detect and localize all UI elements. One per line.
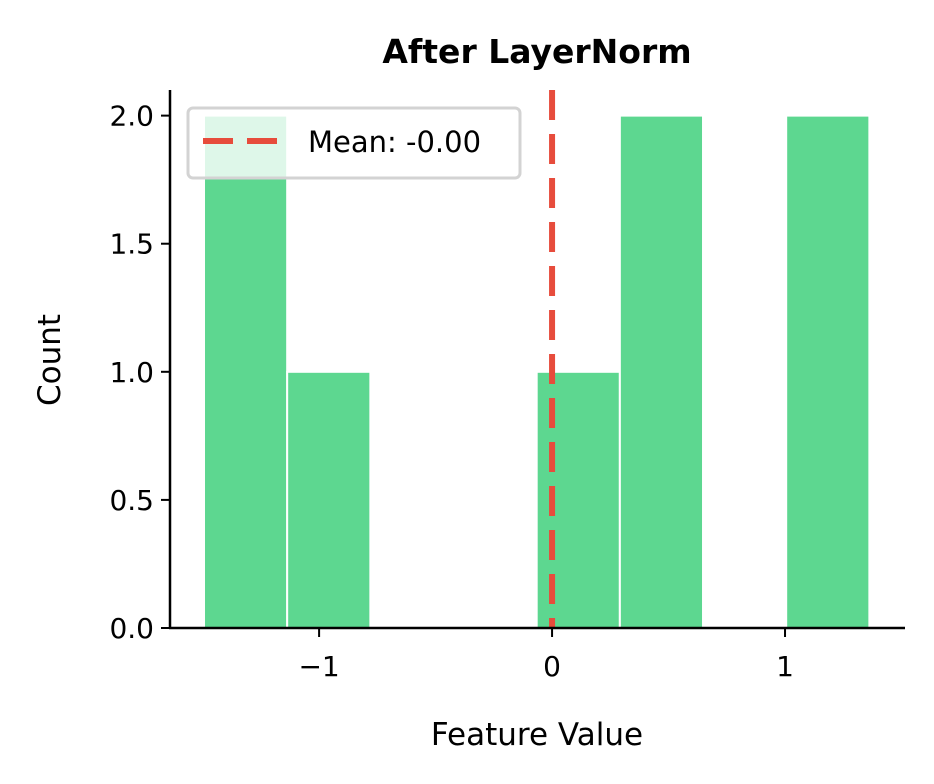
histogram-bar (203, 114, 289, 630)
legend: Mean: -0.00 (186, 106, 522, 180)
ticks: −1 0 1 0.0 0.5 1.0 1.5 2.0 (109, 100, 793, 683)
y-tick-label: 1.0 (109, 356, 154, 389)
bars (203, 114, 871, 630)
legend-box (186, 106, 522, 180)
x-tick-label: −1 (298, 650, 339, 683)
x-tick-label: 0 (543, 650, 561, 683)
y-axis-label: Count (32, 314, 68, 406)
histogram-bar (286, 370, 372, 629)
legend-mean-label: Mean: -0.00 (308, 125, 481, 159)
x-tick-label: 1 (776, 650, 794, 683)
histogram-bar (785, 114, 871, 630)
y-tick-label: 0.5 (109, 484, 154, 517)
y-tick-label: 1.5 (109, 228, 154, 261)
y-tick-label: 2.0 (109, 100, 154, 133)
histogram-bar (618, 114, 705, 630)
x-axis-label: Feature Value (431, 717, 643, 753)
axes (168, 90, 905, 630)
chart-title: After LayerNorm (382, 32, 691, 71)
y-tick-label: 0.0 (109, 612, 154, 645)
